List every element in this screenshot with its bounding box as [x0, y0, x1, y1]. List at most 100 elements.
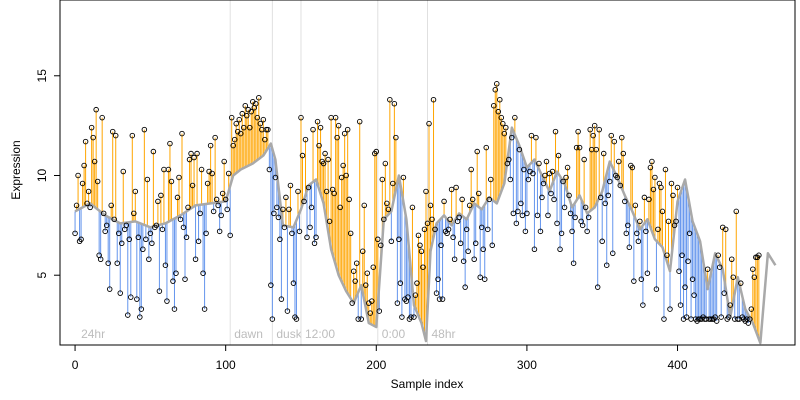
data-point-366 [623, 230, 630, 237]
data-point-296 [518, 200, 524, 207]
data-point-373 [634, 230, 640, 237]
data-point-233 [423, 188, 429, 195]
data-point-49 [146, 256, 152, 262]
data-point-387 [655, 226, 661, 233]
data-point-334 [575, 128, 581, 135]
data-point-22 [105, 260, 111, 266]
data-point-406 [683, 314, 690, 320]
data-point-325 [561, 204, 568, 211]
data-point-299 [522, 228, 529, 235]
data-point-324 [560, 178, 566, 185]
data-point-312 [542, 172, 548, 179]
data-point-13 [91, 158, 98, 165]
data-point-210 [388, 238, 395, 245]
data-point-203 [378, 242, 384, 249]
data-point-402 [677, 302, 684, 308]
x-axis-title: Sample index [391, 377, 464, 391]
data-point-161 [314, 118, 321, 125]
data-point-45 [140, 246, 146, 253]
data-point-197 [369, 298, 375, 304]
data-point-11 [88, 124, 95, 131]
data-point-105 [230, 142, 236, 149]
data-point-190 [358, 316, 364, 322]
data-point-379 [643, 228, 649, 235]
data-point-238 [430, 96, 437, 103]
data-point-6 [81, 162, 87, 169]
data-point-226 [412, 292, 419, 298]
data-point-111 [239, 110, 245, 117]
data-point-284 [500, 120, 506, 127]
data-point-132 [271, 210, 277, 217]
data-point-427 [715, 252, 721, 259]
data-point-74 [183, 234, 190, 241]
data-point-113 [242, 102, 249, 109]
data-point-2 [75, 172, 81, 179]
data-point-19 [100, 210, 107, 217]
data-point-65 [170, 278, 176, 284]
data-point-382 [647, 164, 654, 171]
data-point-364 [620, 150, 627, 157]
data-point-316 [548, 190, 554, 197]
data-point-355 [606, 178, 613, 185]
data-point-21 [103, 222, 110, 229]
data-point-172 [331, 190, 337, 197]
data-point-347 [594, 284, 601, 290]
data-point-349 [597, 194, 604, 201]
data-point-293 [513, 220, 520, 227]
data-point-85 [200, 270, 206, 276]
data-point-358 [611, 138, 618, 145]
data-point-202 [376, 308, 383, 314]
data-point-186 [352, 278, 358, 284]
data-point-9 [85, 188, 92, 195]
data-point-273 [483, 144, 489, 151]
data-point-107 [233, 120, 239, 127]
phase-label-4: 48hr [432, 327, 456, 341]
data-point-81 [194, 150, 200, 157]
data-point-143 [287, 182, 294, 189]
data-point-264 [469, 196, 476, 203]
data-point-116 [247, 124, 253, 131]
data-point-407 [685, 258, 691, 264]
data-point-194 [364, 270, 371, 276]
data-point-29 [115, 230, 122, 237]
data-point-150 [298, 114, 304, 121]
data-point-386 [653, 286, 660, 292]
data-point-230 [418, 248, 425, 255]
data-point-1 [73, 202, 80, 209]
data-point-70 [177, 216, 184, 223]
x-tick-label-1: 100 [216, 358, 236, 372]
data-point-212 [391, 100, 398, 107]
data-point-354 [605, 192, 611, 199]
data-point-436 [728, 256, 735, 262]
data-point-136 [277, 236, 283, 243]
data-point-338 [581, 156, 587, 163]
data-point-352 [602, 200, 608, 207]
data-point-58 [159, 226, 166, 233]
data-point-313 [543, 158, 550, 165]
data-point-259 [462, 284, 468, 290]
data-point-153 [302, 136, 309, 143]
y-tick-label-0: 5 [35, 272, 49, 279]
data-point-175 [335, 122, 342, 129]
data-point-332 [572, 214, 578, 221]
data-point-206 [382, 160, 389, 167]
data-point-335 [576, 144, 583, 151]
data-point-64 [168, 178, 175, 185]
data-point-166 [322, 150, 328, 157]
y-axis: 5 10 15 [35, 69, 60, 279]
data-point-255 [456, 214, 462, 221]
data-point-149 [296, 228, 303, 235]
data-point-151 [299, 152, 306, 159]
data-point-84 [198, 166, 205, 173]
data-point-63 [167, 140, 173, 147]
data-point-265 [471, 256, 477, 262]
data-point-35 [125, 312, 131, 318]
data-point-52 [150, 148, 157, 155]
y-tick-label-1: 10 [35, 168, 49, 182]
data-point-253 [453, 184, 459, 191]
data-point-449 [748, 306, 755, 312]
data-point-141 [284, 308, 291, 314]
data-point-311 [540, 180, 547, 187]
data-point-294 [515, 208, 521, 215]
data-point-301 [525, 176, 532, 183]
